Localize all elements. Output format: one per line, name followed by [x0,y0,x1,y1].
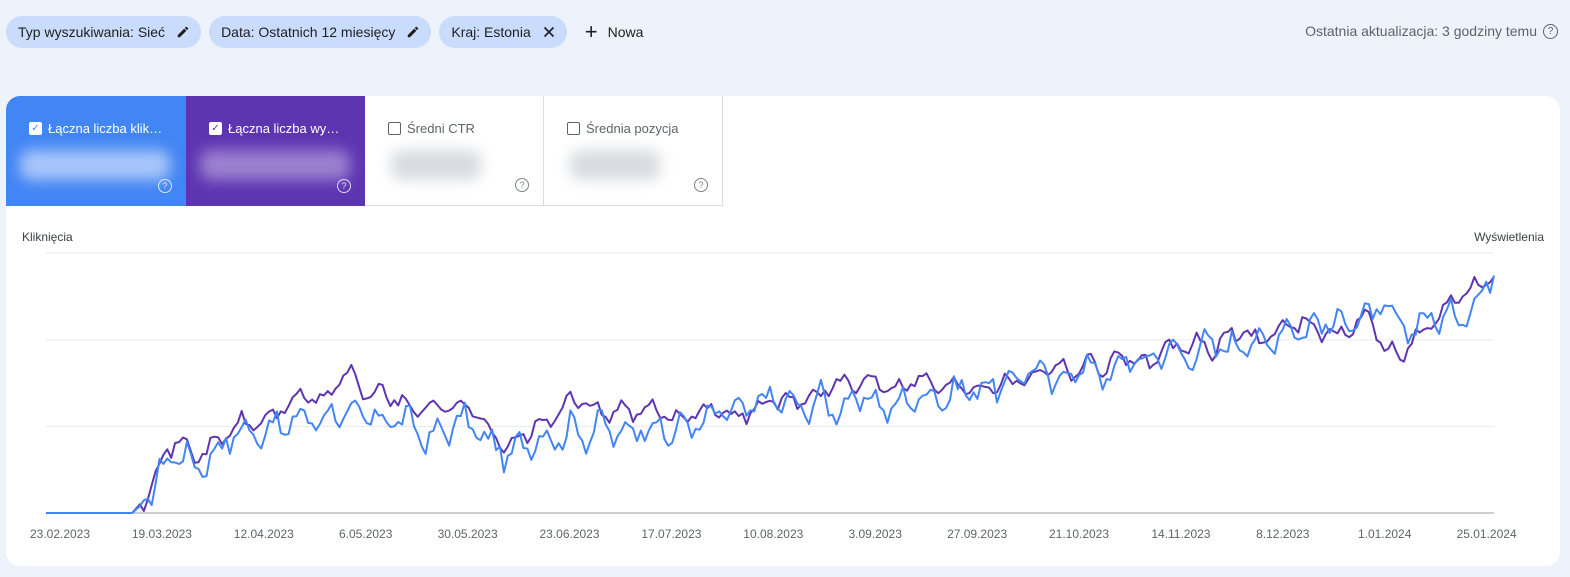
y-right-axis-title: Wyświetlenia [1474,230,1544,244]
x-tick-label: 17.07.2023 [641,527,701,541]
filter-chip-label: Typ wyszukiwania: Sieć [18,24,166,40]
x-tick-label: 10.08.2023 [743,527,803,541]
help-icon[interactable]: ? [1543,23,1558,39]
last-update: Ostatnia aktualizacja: 3 godziny temu ? [1305,23,1558,39]
checkbox-unchecked-icon[interactable] [388,122,401,135]
metric-tab-ctr[interactable]: Średni CTR ? [365,96,544,206]
checkbox-unchecked-icon[interactable] [567,122,580,135]
new-filter-label: Nowa [607,24,644,40]
filter-chip-country[interactable]: Kraj: Estonia [439,16,567,48]
x-tick-label: 21.10.2023 [1049,527,1109,541]
performance-chart: 23.02.2023 19.03.2023 12.04.2023 6.05.2023 3… [30,252,1517,541]
metric-tab-impressions[interactable]: ✓ Łączna liczba wy… ? [186,96,365,206]
metric-value-blurred [200,150,350,180]
plus-icon: + [584,19,598,44]
x-tick-label: 23.06.2023 [539,527,599,541]
x-tick-label: 8.12.2023 [1256,527,1310,541]
series-line-impressions [46,276,1495,514]
filter-bar: Typ wyszukiwania: Sieć Data: Ostatnich 1… [6,16,653,48]
x-tick-label: 23.02.2023 [30,527,90,541]
checkbox-checked-icon[interactable]: ✓ [29,122,42,135]
help-icon[interactable]: ? [158,179,172,193]
performance-card: ✓ Łączna liczba klik… ? ✓ Łączna liczba wy… [6,96,1560,566]
filter-chip-search-type[interactable]: Typ wyszukiwania: Sieć [6,16,202,48]
metric-tabs: ✓ Łączna liczba klik… ? ✓ Łączna liczba wy… [6,96,723,206]
pencil-icon[interactable] [175,24,191,40]
x-tick-label: 25.01.2024 [1457,527,1517,541]
metric-label: Średni CTR [407,121,475,136]
help-icon[interactable]: ? [337,179,351,193]
x-tick-label: 27.09.2023 [947,527,1007,541]
new-filter-button[interactable]: + Nowa [575,16,654,48]
x-tick-label: 6.05.2023 [339,527,393,541]
filter-chip-date[interactable]: Data: Ostatnich 12 miesięcy [209,16,432,48]
metric-value-blurred [20,150,170,180]
metric-tab-clicks[interactable]: ✓ Łączna liczba klik… ? [6,96,186,206]
metric-label: Łączna liczba wy… [228,121,340,136]
filter-chip-label: Data: Ostatnich 12 miesięcy [221,24,396,40]
x-tick-label: 12.04.2023 [234,527,294,541]
metric-value-blurred [570,150,660,180]
metric-label: Średnia pozycja [586,121,679,136]
metric-tab-position[interactable]: Średnia pozycja ? [544,96,723,206]
series-line-clicks [46,275,1495,514]
filter-chip-label: Kraj: Estonia [451,24,531,40]
checkbox-checked-icon[interactable]: ✓ [209,122,222,135]
help-icon[interactable]: ? [515,178,529,192]
help-icon[interactable]: ? [694,178,708,192]
metric-label: Łączna liczba klik… [48,121,163,136]
close-icon[interactable] [541,24,557,40]
x-tick-label: 14.11.2023 [1151,527,1210,541]
y-left-axis-title: Kliknięcia [22,230,73,244]
metric-value-blurred [391,150,481,180]
pencil-icon[interactable] [405,24,421,40]
x-tick-label: 1.01.2024 [1358,527,1412,541]
x-tick-label: 30.05.2023 [438,527,498,541]
x-tick-label: 3.09.2023 [849,527,903,541]
last-update-text: Ostatnia aktualizacja: 3 godziny temu [1305,23,1537,39]
x-tick-label: 19.03.2023 [132,527,192,541]
